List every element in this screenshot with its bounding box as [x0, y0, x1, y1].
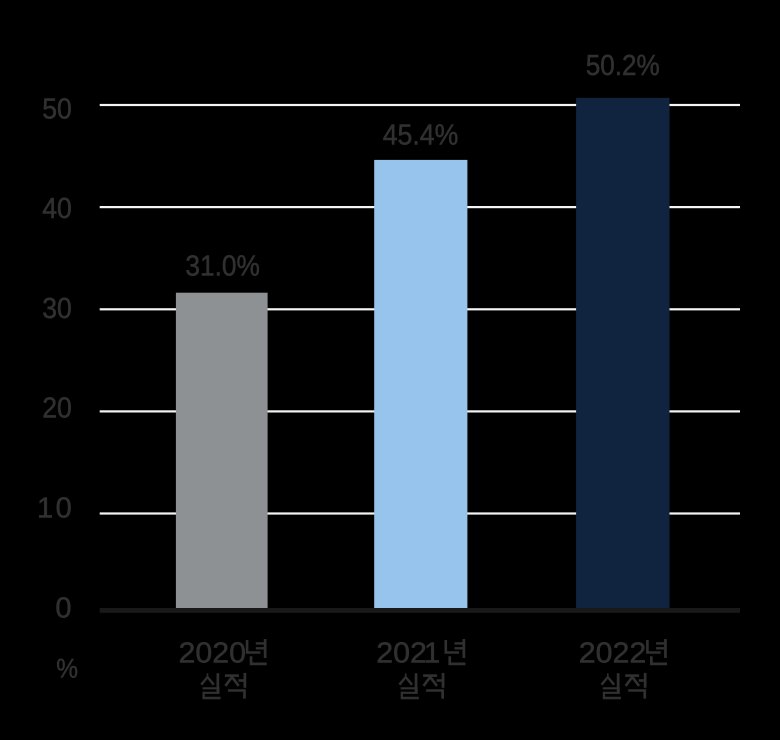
svg-text:0: 0: [55, 592, 71, 624]
svg-text:50.2%: 50.2%: [586, 50, 660, 82]
svg-text:45.4%: 45.4%: [383, 120, 459, 152]
svg-text:2020: 2020: [179, 637, 247, 669]
svg-text:40: 40: [42, 193, 72, 225]
svg-text:1: 1: [37, 493, 53, 525]
svg-text:50: 50: [42, 93, 72, 125]
svg-text:31.0%: 31.0%: [185, 250, 260, 282]
svg-text:30: 30: [42, 293, 72, 325]
svg-text:%: %: [56, 654, 78, 684]
svg-text:0: 0: [56, 493, 72, 525]
svg-text:1: 1: [424, 637, 440, 669]
svg-text:20: 20: [42, 393, 72, 425]
svg-text:2022: 2022: [579, 637, 647, 669]
svg-text:202: 202: [376, 637, 427, 669]
